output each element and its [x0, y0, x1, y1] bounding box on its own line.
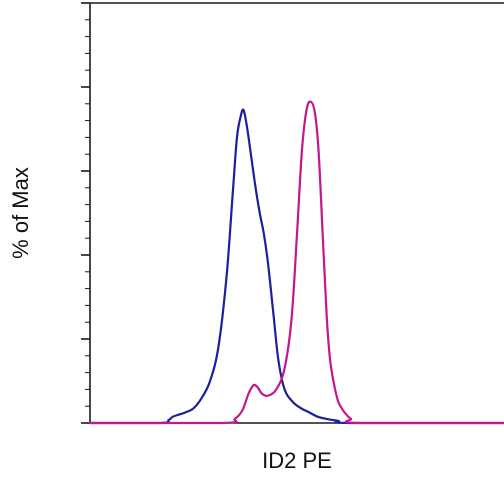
axes	[89, 2, 504, 424]
series-lines	[88, 100, 504, 425]
y-axis-label: % of Max	[8, 167, 33, 259]
series-line-1	[88, 108, 504, 425]
series-line-2	[88, 100, 504, 425]
y-axis-ticks	[81, 2, 90, 424]
x-axis-label: ID2 PE	[262, 448, 332, 473]
